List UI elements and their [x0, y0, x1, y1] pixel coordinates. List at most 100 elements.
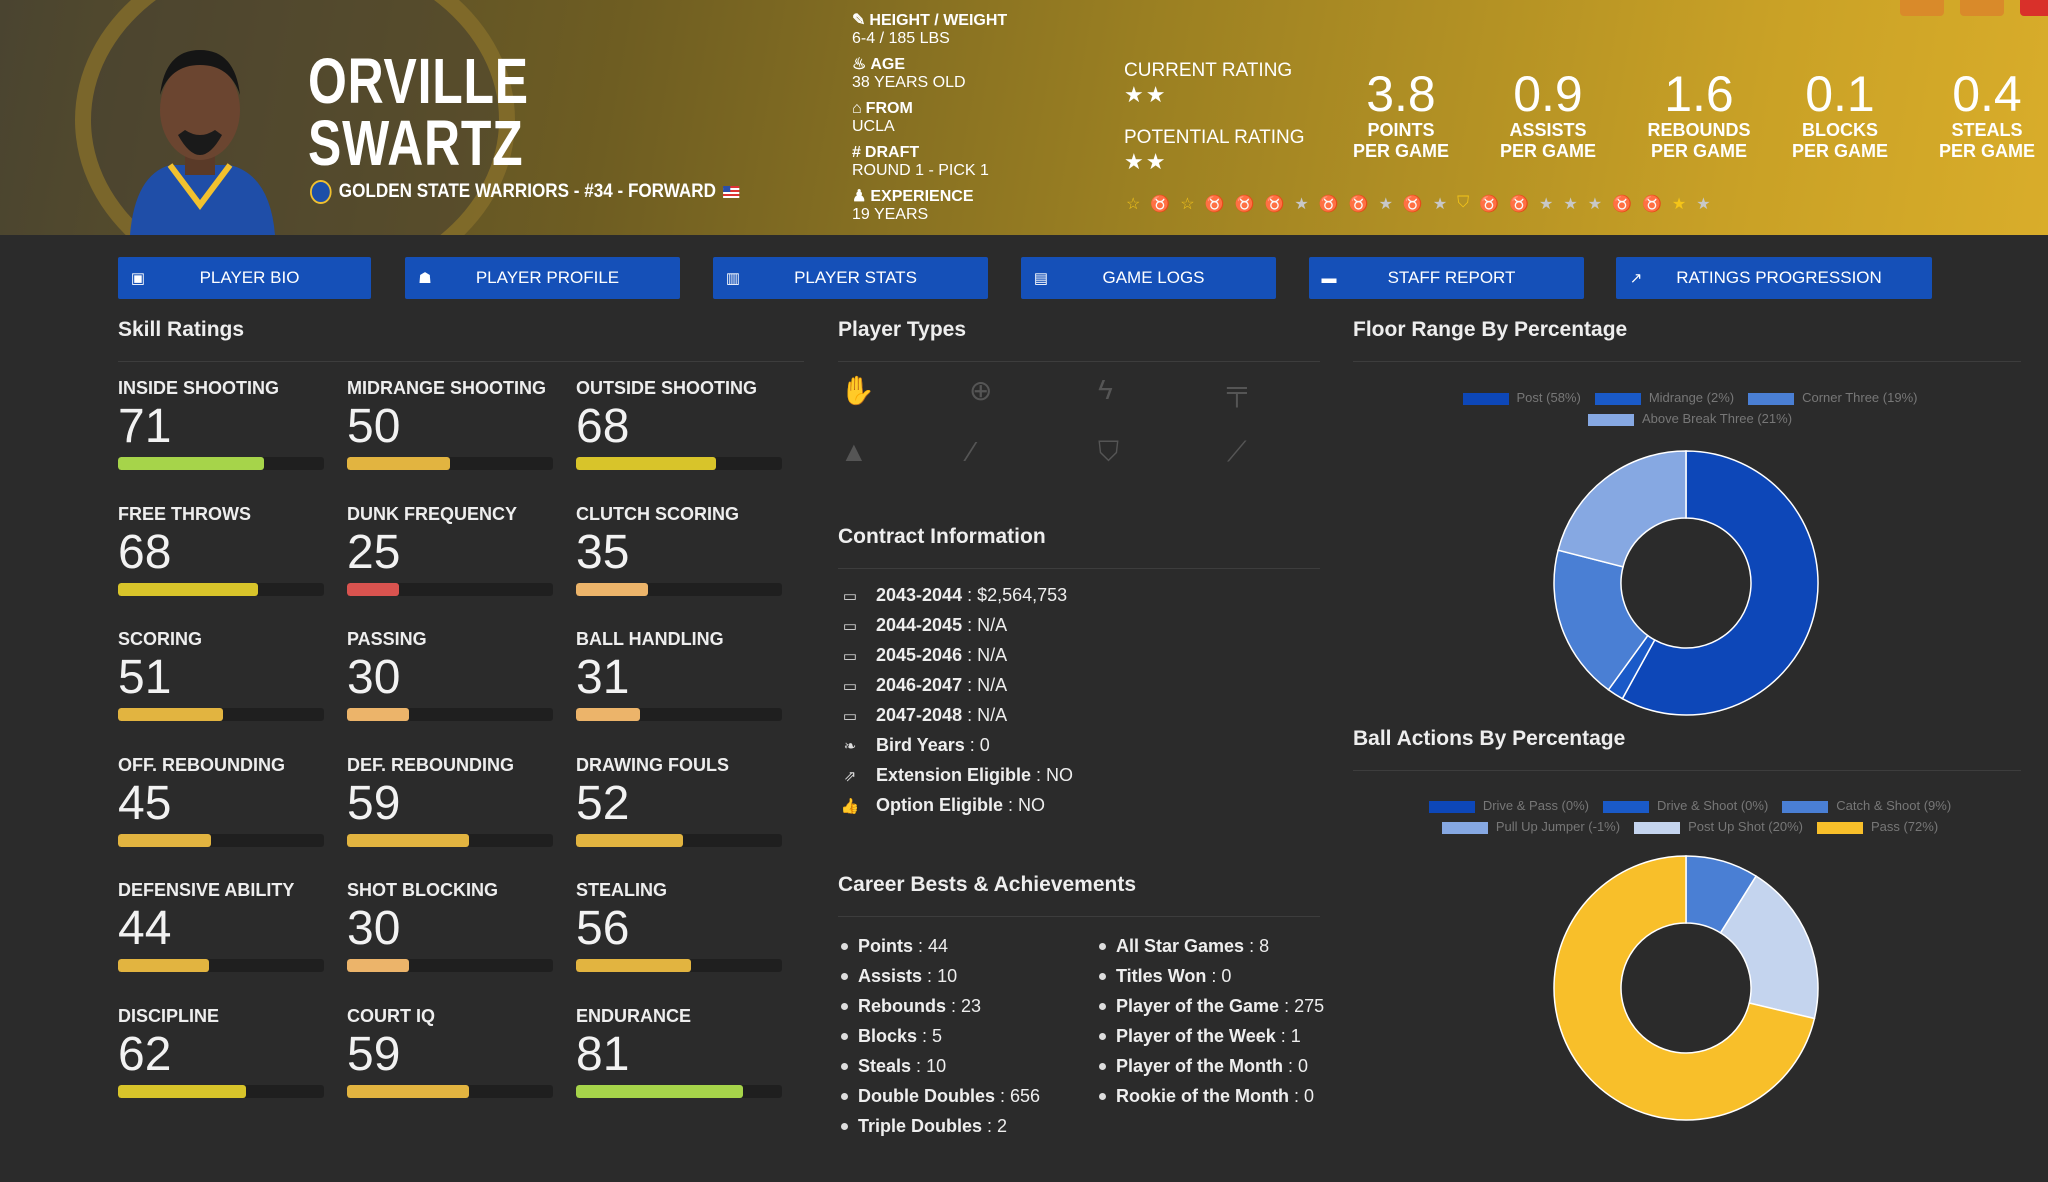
magic-wand-icon[interactable]: ⁄: [969, 436, 974, 467]
ball-actions-title: Ball Actions By Percentage: [1353, 727, 1626, 750]
money-bill-icon: ▭: [842, 617, 858, 635]
star-outline-gold-icon[interactable]: ☆: [1180, 196, 1195, 213]
medal-gold-icon[interactable]: ♉: [1150, 196, 1171, 213]
id-card-icon: ▣: [130, 270, 146, 287]
broom-icon[interactable]: ⟋: [1227, 436, 1247, 467]
legend-item[interactable]: Midrange (2%): [1594, 390, 1734, 405]
star-silver-icon[interactable]: ★: [1294, 196, 1309, 213]
legend-item[interactable]: Pass (72%): [1816, 819, 1938, 834]
star-silver-icon[interactable]: ★: [1539, 196, 1554, 213]
skill-bar-fill: [118, 833, 211, 847]
legend-swatch: [1816, 821, 1863, 834]
ruler-icon: ✎: [852, 12, 866, 29]
skill-stealing: STEALING 56: [576, 880, 782, 972]
donut-slice-post[interactable]: [1621, 450, 1819, 716]
skill-bar: [347, 708, 553, 721]
legend-swatch: [1748, 392, 1795, 405]
contract-row: ▭ 2047-2048 : N/A: [838, 705, 1007, 726]
prev-button[interactable]: [1900, 0, 1944, 16]
clipboard-icon: ▤: [1033, 270, 1049, 287]
star-outline-gold-icon[interactable]: ☆: [1126, 196, 1141, 213]
skill-bar: [576, 1084, 782, 1098]
badges-row: ☆ ♉ ☆ ♉ ♉ ♉ ★ ♉ ♉ ★ ♉ ★ ⛉ ♉ ♉ ★ ★ ★ ♉ ♉ ★ ★: [1126, 194, 1711, 214]
star-silver-icon[interactable]: ★: [1378, 196, 1393, 213]
medal-gold-icon[interactable]: ♉: [1264, 196, 1285, 213]
floor-range-legend: Post (58%) Midrange (2%) Corner Three (19%…: [1410, 390, 1970, 426]
career-item: Player of the Week : 1: [1096, 1021, 1326, 1051]
medal-silver-icon[interactable]: ♉: [1641, 196, 1662, 213]
close-button[interactable]: [2020, 0, 2048, 16]
skill-def-rebounding: DEF. REBOUNDING 59: [347, 755, 553, 847]
contract-title: Contract Information: [838, 525, 1046, 548]
skill-bar-fill: [347, 833, 469, 847]
legend-item[interactable]: Above Break Three (21%): [1587, 411, 1792, 426]
skill-bar: [118, 959, 324, 972]
skill-bar: [576, 959, 782, 972]
star-gold-icon[interactable]: ★: [1671, 196, 1687, 213]
skill-bar-fill: [118, 457, 265, 470]
tab-ratings-progression[interactable]: ↗ RATINGS PROGRESSION: [1616, 257, 1932, 299]
donut-slice-pass[interactable]: [1553, 855, 1816, 1121]
star-silver-icon[interactable]: ★: [1696, 196, 1711, 213]
basketball-hand-icon[interactable]: ✋: [840, 375, 875, 406]
skill-bar-fill: [118, 959, 209, 972]
career-item: Player of the Game : 275: [1096, 991, 1326, 1021]
legend-item[interactable]: Catch & Shoot (9%): [1782, 798, 1951, 813]
legend-swatch: [1594, 392, 1641, 405]
tab-player-profile[interactable]: ☗ PLAYER PROFILE: [405, 257, 680, 299]
legend-item[interactable]: Post Up Shot (20%): [1634, 819, 1803, 834]
floor-range-donut: [1553, 450, 1819, 716]
skill-scoring: SCORING 51: [118, 629, 324, 721]
donut-slice-corner-three[interactable]: [1553, 549, 1649, 691]
tab-player-stats[interactable]: ▥ PLAYER STATS: [713, 257, 988, 299]
tab-player-bio[interactable]: ▣ PLAYER BIO: [118, 257, 371, 299]
skill-free-throws: FREE THROWS 68: [118, 504, 324, 596]
next-button[interactable]: [1960, 0, 2004, 16]
medal-silver-icon[interactable]: ♉: [1204, 196, 1225, 213]
us-flag-icon: [723, 186, 740, 198]
feather-icon: ❧: [843, 737, 857, 755]
paint-roller-icon[interactable]: ╤: [1227, 374, 1247, 405]
medal-gold-icon[interactable]: ♉: [1509, 196, 1530, 213]
skill-discipline: DISCIPLINE 62: [118, 1006, 324, 1098]
legend-swatch: [1441, 821, 1488, 834]
stat-points: 3.8 POINTS PER GAME: [1352, 66, 1449, 161]
tab-game-logs[interactable]: ▤ GAME LOGS: [1021, 257, 1276, 299]
traffic-cone-icon[interactable]: ▲: [840, 436, 868, 467]
bio-item: ♨ AGE 38 YEARS OLD: [852, 56, 966, 91]
donut-slice-above-break-three[interactable]: [1557, 450, 1687, 568]
crosshair-icon[interactable]: ⊕: [969, 375, 993, 406]
legend-item[interactable]: Drive & Pass (0%): [1428, 798, 1589, 813]
medal-bronze-icon[interactable]: ♉: [1318, 196, 1339, 213]
shield-icon[interactable]: ⛉: [1098, 436, 1120, 467]
legend-item[interactable]: Pull Up Jumper (-1%): [1441, 819, 1620, 834]
career-item: Double Doubles : 656: [838, 1081, 1040, 1111]
legend-swatch: [1462, 392, 1509, 405]
hash-icon: #: [852, 144, 861, 161]
skill-bar: [118, 1084, 324, 1098]
star-silver-icon[interactable]: ★: [1563, 196, 1578, 213]
legend-swatch: [1587, 413, 1634, 426]
shield-gold-icon[interactable]: ⛉: [1457, 194, 1470, 211]
career-item: Titles Won : 0: [1096, 961, 1326, 991]
medal-silver-icon[interactable]: ♉: [1234, 196, 1255, 213]
bolt-icon[interactable]: ϟ: [1098, 374, 1113, 405]
contract-row: ▭ 2043-2044 : $2,564,753: [838, 585, 1067, 606]
school-icon: ⌂: [852, 100, 862, 117]
donut-slice-post-up-shot[interactable]: [1719, 875, 1819, 1020]
team-line: GOLDEN STATE WARRIORS - #34 - FORWARD: [310, 180, 740, 204]
medal-bronze-icon[interactable]: ♉: [1612, 196, 1632, 213]
medal-gold-icon[interactable]: ♉: [1348, 196, 1369, 213]
tab-staff-report[interactable]: ▬ STAFF REPORT: [1309, 257, 1584, 299]
divider: [118, 361, 804, 362]
star-silver-icon[interactable]: ★: [1432, 196, 1448, 213]
legend-item[interactable]: Post (58%): [1462, 390, 1581, 405]
legend-item[interactable]: Corner Three (19%): [1748, 390, 1917, 405]
skill-bar-fill: [118, 1084, 246, 1098]
medal-gold-icon[interactable]: ♉: [1479, 196, 1500, 213]
divider: [838, 916, 1320, 917]
career-item: Rebounds : 23: [838, 991, 1040, 1021]
legend-item[interactable]: Drive & Shoot (0%): [1603, 798, 1768, 813]
medal-silver-icon[interactable]: ♉: [1402, 196, 1423, 213]
star-silver-icon[interactable]: ★: [1587, 196, 1603, 213]
